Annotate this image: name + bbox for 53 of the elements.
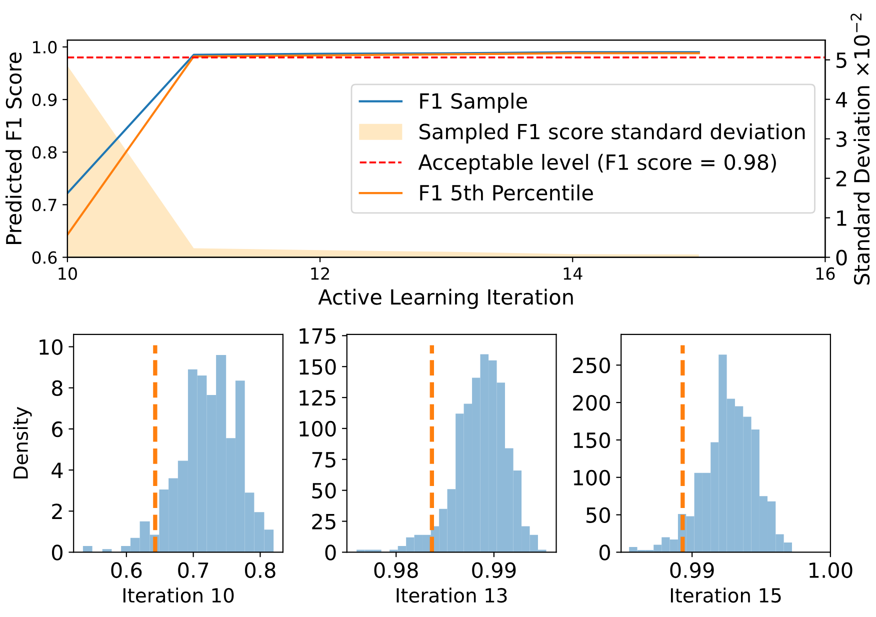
x-axis-title: Iteration 10 — [123, 588, 234, 603]
x-axis-title: Iteration 13 — [396, 588, 507, 603]
y-tick-label: 6 — [52, 421, 63, 438]
y-tick-label: 10 — [40, 339, 62, 355]
x-tick-label: 0.8 — [245, 562, 276, 578]
legend-label: F1 5th Percentile — [420, 184, 593, 201]
y-tick-label: 0.8 — [32, 146, 57, 159]
y-tick-label: 125 — [300, 390, 336, 406]
x-axis-title: Iteration 15 — [670, 588, 781, 603]
x-tick-label: 12 — [311, 267, 329, 280]
y2-tick-label: 5 — [836, 52, 846, 68]
legend-label: Acceptable level (F1 score = 0.98) — [418, 154, 776, 174]
y-tick-label: 0 — [325, 544, 336, 560]
y2-tick-label: 1 — [837, 210, 846, 226]
y-tick-label: 75 — [312, 452, 336, 468]
y-tick-label: 150 — [300, 359, 336, 375]
y-tick-label: 50 — [586, 507, 610, 524]
y2-tick-label: 0 — [836, 250, 847, 266]
y-tick-label: 200 — [573, 394, 610, 411]
legend-label: Sampled F1 score standard deviation — [420, 123, 805, 144]
x-tick-label: 0.99 — [670, 562, 714, 578]
y2-tick-label: 2 — [836, 170, 846, 186]
y-tick-label: 4 — [52, 462, 63, 478]
y-tick-label: 100 — [300, 420, 336, 437]
y-axis-title: Predicted F1 Score — [6, 52, 22, 244]
x-tick-label: 0.99 — [472, 562, 516, 578]
line-series — [67, 52, 700, 236]
x-tick-label: 1.00 — [810, 562, 852, 578]
y-tick-label: 175 — [300, 328, 336, 344]
y-tick-label: 0 — [599, 544, 610, 560]
y-tick-label: 0 — [52, 544, 62, 560]
y2-axis-title: Standard Deviation ×10$^{−2}$ — [850, 14, 870, 285]
y-tick-label: 100 — [574, 470, 610, 486]
x-tick-label: 16 — [816, 267, 835, 280]
x-axis-title: Active Learning Iteration — [318, 288, 573, 309]
y-tick-label: 150 — [574, 432, 610, 448]
y2-tick-label: 3 — [836, 131, 846, 148]
y-tick-label: 0.6 — [32, 251, 57, 264]
y-tick-label: 1.0 — [33, 40, 57, 54]
y2-tick-label: 4 — [836, 92, 847, 108]
x-tick-label: 14 — [564, 268, 582, 280]
y-tick-label: 0.9 — [32, 93, 57, 106]
x-tick-label: 0.98 — [374, 562, 418, 578]
y-tick-label: 50 — [312, 482, 336, 499]
y-axis-title: Density — [12, 406, 32, 478]
y-tick-label: 0.7 — [32, 198, 56, 212]
y-tick-label: 250 — [573, 358, 610, 374]
y-tick-label: 25 — [312, 514, 336, 530]
y-tick-label: 2 — [52, 504, 62, 520]
legend-label: F1 Sample — [420, 92, 528, 113]
x-tick-label: 0.6 — [111, 562, 142, 578]
y-tick-label: 8 — [52, 380, 62, 396]
x-tick-label: 0.7 — [178, 562, 208, 578]
